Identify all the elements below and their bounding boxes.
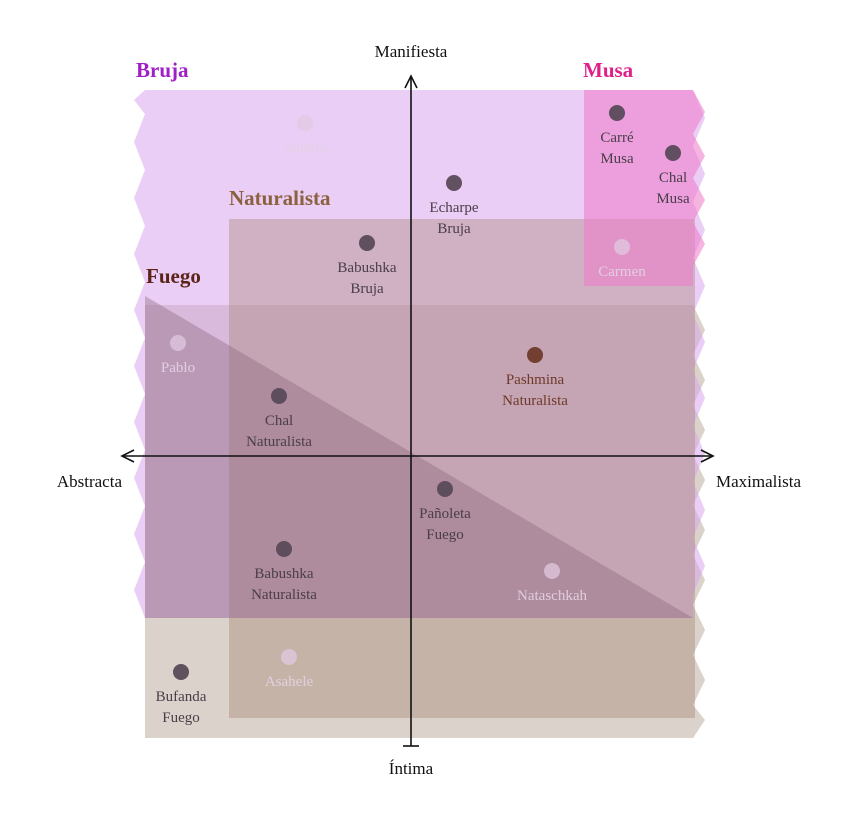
point-marker — [609, 105, 625, 121]
point-nataschkah: Nataschkah — [517, 563, 587, 604]
naturalista-label: Naturalista — [229, 186, 331, 210]
point-marker — [276, 541, 292, 557]
point-marker — [297, 115, 313, 131]
point-label: Babushka — [254, 566, 314, 582]
point-marker — [271, 388, 287, 404]
point-label: Babushka — [337, 260, 397, 276]
point-marker — [665, 145, 681, 161]
point-label: Musa — [656, 191, 690, 207]
point-pashmina-naturalista: Pashmina Naturalista — [502, 347, 568, 409]
point-marker — [170, 335, 186, 351]
point-label: Pablo — [161, 360, 195, 376]
point-marker — [359, 235, 375, 251]
point-marker — [527, 347, 543, 363]
point-label: Pashmina — [506, 372, 565, 388]
point-carmen: Carmen — [598, 239, 646, 280]
arrow-right-icon — [700, 449, 715, 463]
axis-bottom-label: Íntima — [389, 759, 434, 778]
point-babushka-naturalista: Babushka Naturalista — [251, 541, 317, 603]
point-marker — [281, 649, 297, 665]
point-panoleta-fuego: Pañoleta Fuego — [419, 481, 471, 543]
point-chal-musa: Chal Musa — [656, 145, 690, 207]
axis-top-label: Manifiesta — [375, 42, 448, 61]
point-label: Bruja — [437, 221, 471, 237]
point-label: Fuego — [162, 710, 200, 726]
point-label: Chal — [659, 170, 687, 186]
point-label: Valeria — [284, 140, 327, 156]
point-label: Fuego — [426, 527, 464, 543]
point-valeria: Valeria — [284, 115, 327, 156]
point-asahele: Asahele — [265, 649, 314, 690]
point-label: Bruja — [350, 281, 384, 297]
point-label: Pañoleta — [419, 506, 471, 522]
arrow-up-icon — [404, 74, 418, 89]
point-label: Naturalista — [502, 393, 568, 409]
point-label: Musa — [600, 151, 634, 167]
point-label: Asahele — [265, 674, 314, 690]
point-label: Naturalista — [251, 587, 317, 603]
point-chal-naturalista: Chal Naturalista — [246, 388, 312, 450]
axis-right-label: Maximalista — [716, 472, 801, 491]
point-label: Carmen — [598, 264, 646, 280]
point-label: Chal — [265, 413, 293, 429]
point-carre-musa: Carré Musa — [600, 105, 634, 167]
axis-left-label: Abstracta — [57, 472, 123, 491]
point-marker — [446, 175, 462, 191]
point-babushka-bruja: Babushka Bruja — [337, 235, 397, 297]
point-pablo: Pablo — [161, 335, 195, 376]
bruja-label: Bruja — [136, 58, 189, 82]
point-label: Nataschkah — [517, 588, 587, 604]
naturalista-region — [229, 219, 695, 718]
point-marker — [614, 239, 630, 255]
musa-label: Musa — [583, 58, 634, 82]
point-marker — [437, 481, 453, 497]
point-marker — [544, 563, 560, 579]
bruja-region — [134, 90, 705, 618]
axes — [120, 74, 715, 747]
point-label: Naturalista — [246, 434, 312, 450]
point-label: Echarpe — [429, 200, 478, 216]
point-echarpe-bruja: Echarpe Bruja — [429, 175, 479, 237]
points-layer: ValeriaCarréMusaChalMusaEcharpeBrujaBabu… — [156, 105, 690, 726]
point-marker — [173, 664, 189, 680]
point-label: Carré — [600, 130, 634, 146]
fuego-label: Fuego — [146, 264, 201, 288]
fuego-region — [145, 296, 693, 618]
arrow-left-icon — [120, 449, 135, 463]
point-bufanda-fuego: Bufanda Fuego — [156, 664, 207, 726]
point-label: Bufanda — [156, 689, 207, 705]
musa-region — [584, 90, 705, 286]
